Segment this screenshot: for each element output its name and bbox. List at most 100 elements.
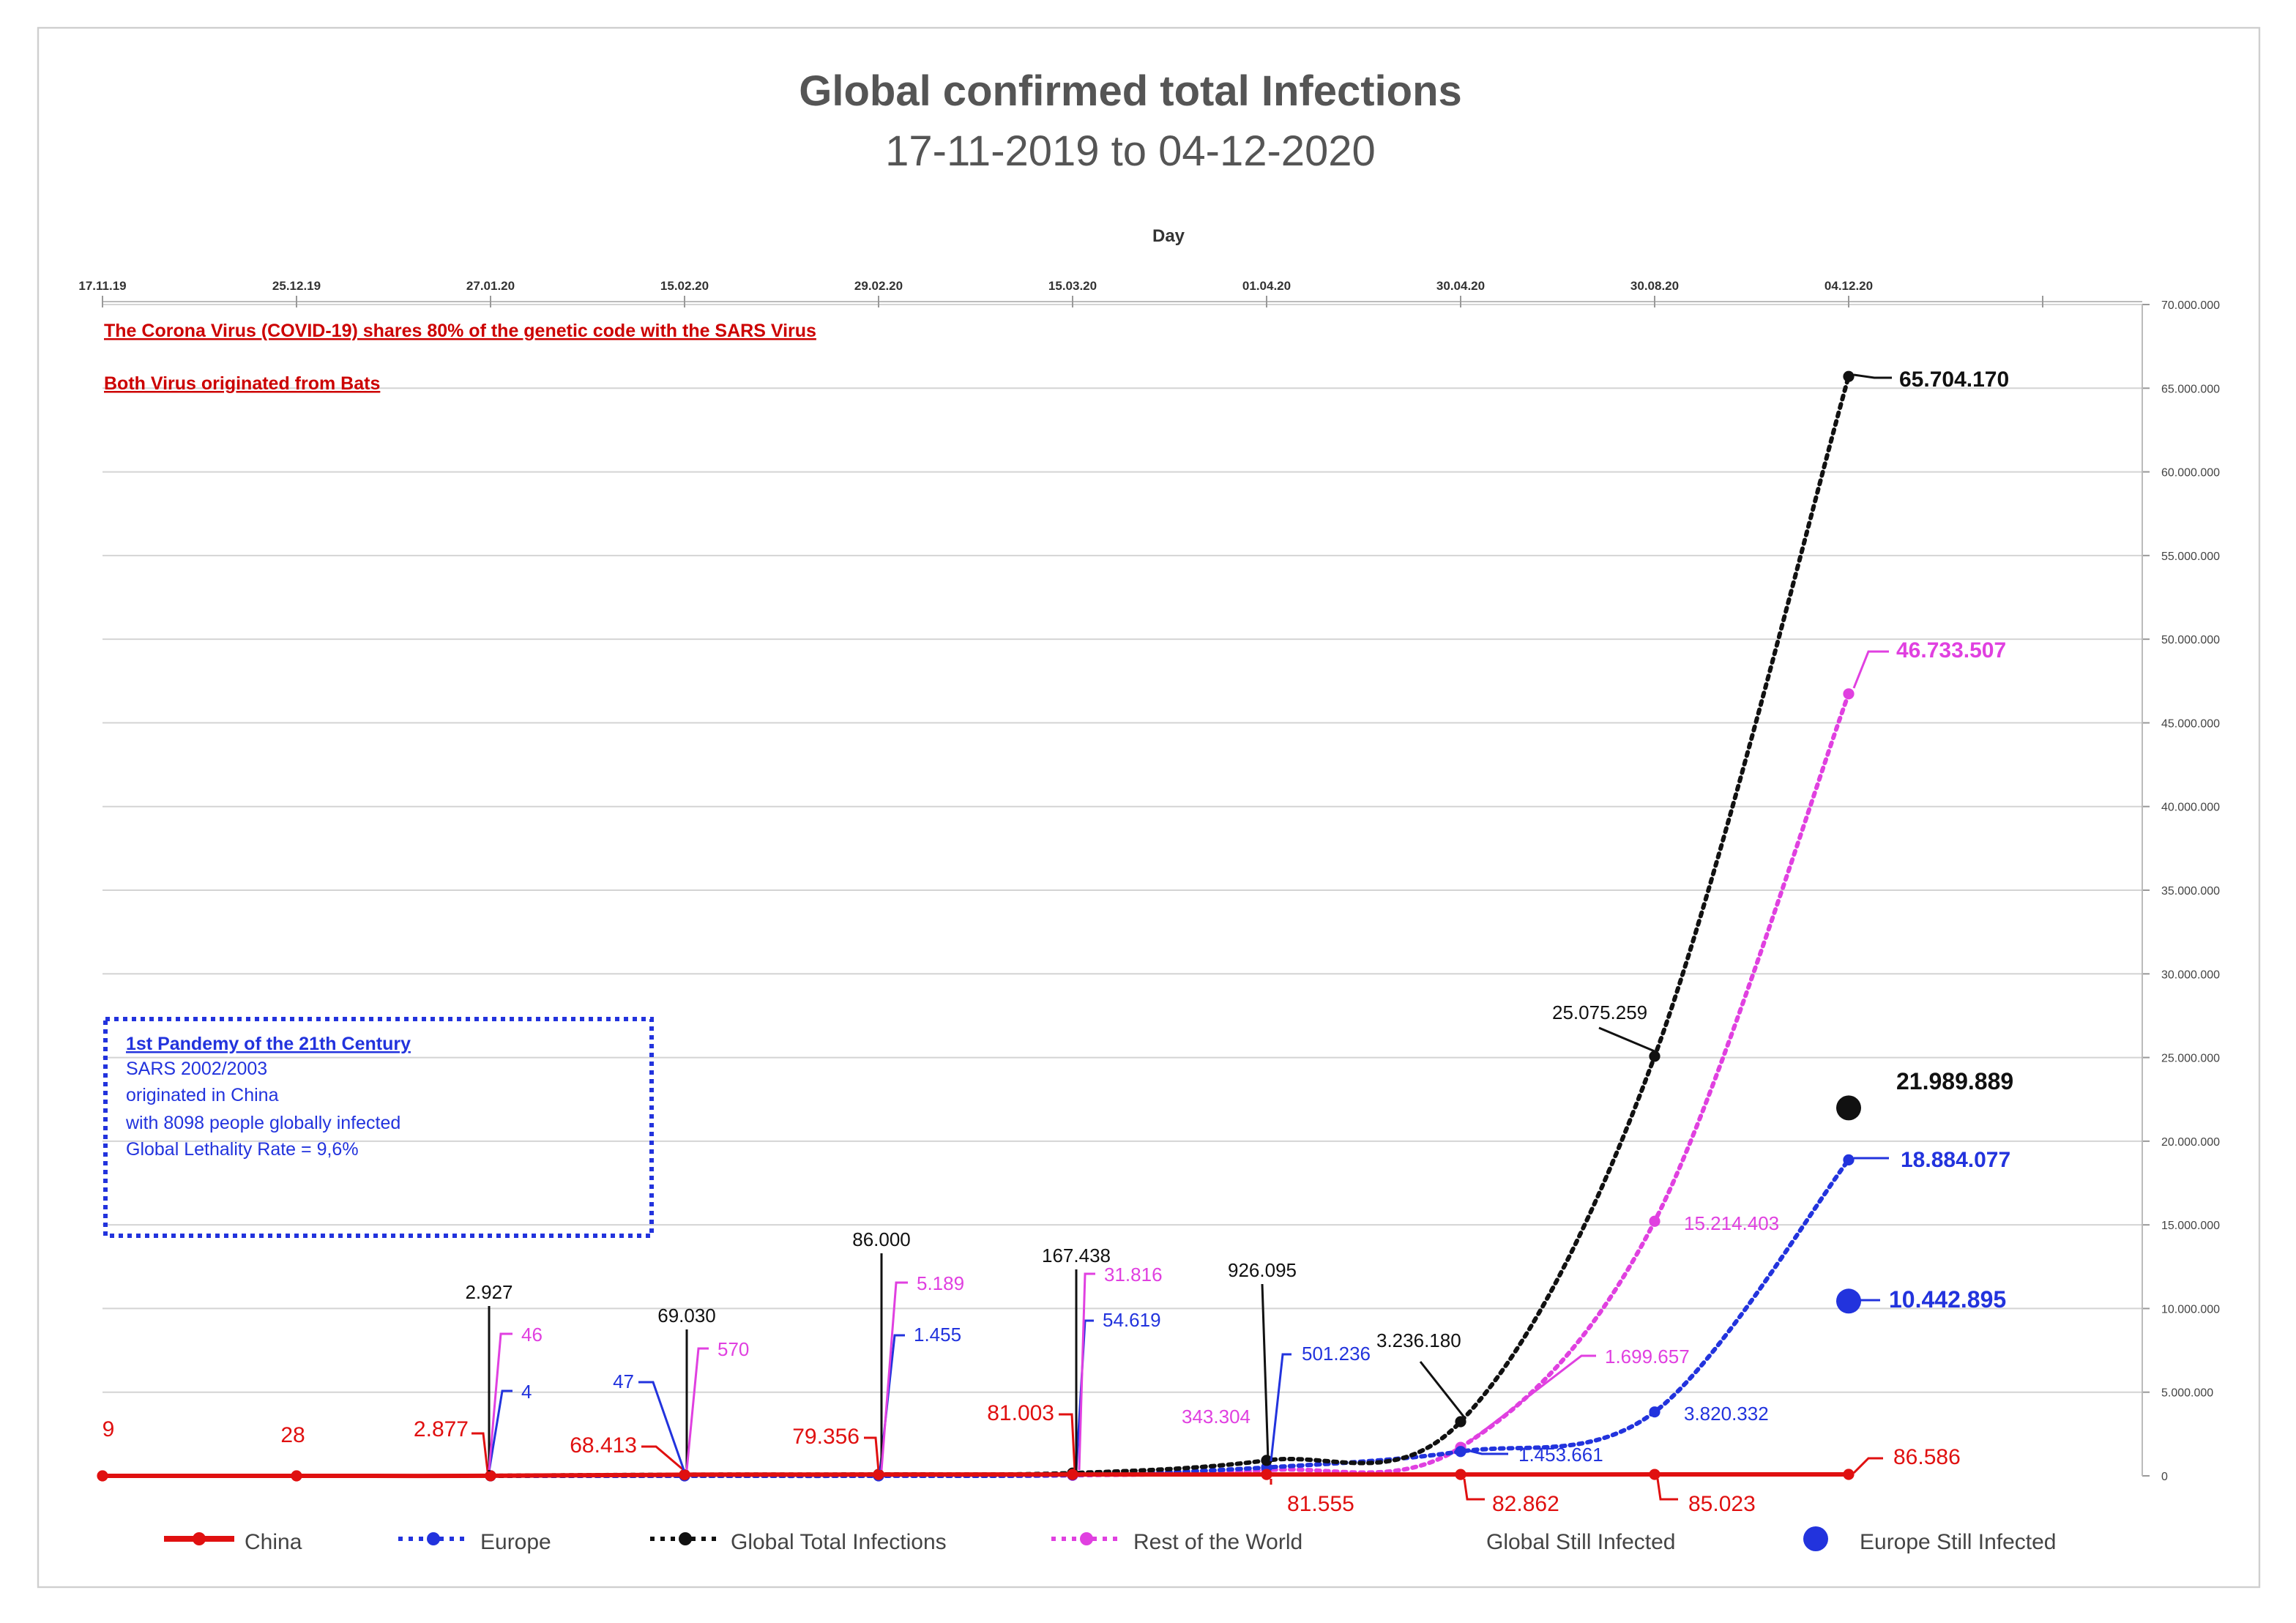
- data-label: 15.214.403: [1684, 1212, 1779, 1234]
- y-tick-label: 0: [2161, 1471, 2168, 1483]
- data-point: [1455, 1416, 1466, 1428]
- x-tick-label: 17.11.19: [78, 279, 126, 293]
- data-label: 85.023: [1688, 1492, 1756, 1516]
- x-tick-label: 30.04.20: [1436, 279, 1485, 293]
- sars-box-line-3: with 8098 people globally infected: [125, 1113, 400, 1133]
- leader-line: [1464, 1448, 1508, 1455]
- leader-line: [1270, 1353, 1292, 1462]
- legend-item-global-still-infected[interactable]: Global Still Infected: [1486, 1530, 1675, 1554]
- legend-item-europe-still-infected[interactable]: Europe Still Infected: [1803, 1526, 2057, 1554]
- legend-global-still-label: Global Still Infected: [1486, 1530, 1675, 1554]
- data-label: 570: [718, 1338, 749, 1360]
- x-tick-label: 25.12.19: [272, 279, 321, 293]
- data-label: 86.000: [852, 1228, 911, 1250]
- x-tick-label: 30.08.20: [1630, 279, 1679, 293]
- y-tick-label: 10.000.000: [2161, 1303, 2220, 1316]
- sars-info-box: 1st Pandemy of the 21th Century SARS 200…: [103, 1017, 654, 1238]
- data-label: 167.438: [1042, 1245, 1111, 1266]
- data-label: 3.236.180: [1376, 1329, 1461, 1351]
- data-label: 79.356: [792, 1425, 860, 1449]
- leader-line: [1853, 373, 1892, 379]
- leader-line: [1078, 1272, 1095, 1471]
- leader-line: [1419, 1361, 1466, 1418]
- data-label: 2.877: [414, 1417, 469, 1441]
- legend-item-europe[interactable]: Europe: [398, 1530, 551, 1554]
- data-point: [1455, 1469, 1466, 1480]
- data-label: 54.619: [1103, 1309, 1161, 1331]
- data-label: 81.555: [1287, 1492, 1354, 1516]
- legend-item-rest-of-world[interactable]: Rest of the World: [1051, 1530, 1302, 1554]
- sars-box-line-4: Global Lethality Rate = 9,6%: [126, 1139, 359, 1160]
- data-point: [1261, 1455, 1272, 1466]
- legend-global-marker: [679, 1532, 692, 1545]
- y-tick-label: 70.000.000: [2161, 299, 2220, 312]
- data-label: 82.862: [1492, 1492, 1559, 1516]
- sars-box-title: 1st Pandemy of the 21th Century: [126, 1034, 411, 1054]
- data-point: [1649, 1469, 1660, 1480]
- legend-rest-marker: [1080, 1532, 1093, 1545]
- sars-box-line-1: SARS 2002/2003: [126, 1059, 267, 1079]
- sars-box-line-2: originated in China: [126, 1085, 279, 1105]
- y-tick-label: 30.000.000: [2161, 969, 2220, 981]
- x-tick-label: 29.02.20: [854, 279, 903, 293]
- data-label: 1.455: [914, 1324, 961, 1346]
- gridlines: [102, 304, 2142, 1393]
- y-tick-label: 15.000.000: [2161, 1220, 2220, 1232]
- chart-subtitle: 17-11-2019 to 04-12-2020: [885, 127, 1376, 175]
- data-label: 68.413: [570, 1433, 637, 1458]
- leader-line: [488, 1389, 512, 1472]
- chart-title: Global confirmed total Infections: [799, 67, 1462, 115]
- data-point: [1843, 688, 1855, 700]
- leader-line: [864, 1436, 880, 1472]
- y-tick-label: 40.000.000: [2161, 802, 2220, 814]
- legend-europe-marker: [427, 1532, 440, 1545]
- data-label: 9: [102, 1417, 115, 1441]
- y-tick-label: 50.000.000: [2161, 634, 2220, 646]
- data-label: 46: [521, 1324, 543, 1346]
- x-tick-label: 04.12.20: [1824, 279, 1873, 293]
- data-label: 65.704.170: [1899, 367, 2009, 392]
- data-point: [1843, 370, 1855, 382]
- legend: China Europe Global Total Infections Res…: [164, 1526, 2057, 1554]
- data-point: [1843, 1469, 1855, 1480]
- leader-line: [638, 1381, 685, 1471]
- legend-item-global-total[interactable]: Global Total Infections: [650, 1530, 947, 1554]
- y-tick-label: 25.000.000: [2161, 1053, 2220, 1065]
- data-point: [1649, 1215, 1660, 1227]
- legend-rest-label: Rest of the World: [1133, 1530, 1302, 1554]
- y-tick-label: 55.000.000: [2161, 551, 2220, 563]
- note-origin-bats: Both Virus originated from Bats: [104, 373, 380, 394]
- x-tick-label: 15.03.20: [1048, 279, 1097, 293]
- x-tick-label: 15.02.20: [660, 279, 709, 293]
- leader-line: [1656, 1478, 1678, 1501]
- data-point: [485, 1470, 496, 1482]
- data-label: 47: [613, 1370, 634, 1392]
- data-point: [97, 1470, 108, 1482]
- data-label: 81.003: [987, 1401, 1054, 1425]
- data-label: 2.927: [465, 1281, 512, 1303]
- x-tick-label: 01.04.20: [1242, 279, 1291, 293]
- legend-item-china[interactable]: China: [164, 1530, 302, 1554]
- note-genetic-code: The Corona Virus (COVID-19) shares 80% o…: [104, 321, 816, 341]
- leader-line: [1852, 1457, 1883, 1474]
- y-tick-label: 20.000.000: [2161, 1136, 2220, 1149]
- legend-china-marker: [193, 1532, 206, 1545]
- data-point: [1649, 1406, 1660, 1418]
- data-label: 46.733.507: [1896, 638, 2006, 663]
- leader-line: [1075, 1319, 1094, 1471]
- data-labels: 9 28 2.877 68.413 79.356 81.003 81.555 82.862 85…: [102, 367, 2014, 1516]
- data-point: [291, 1470, 302, 1482]
- still-infected-marker: [1836, 1288, 1861, 1314]
- leader-line: [488, 1332, 512, 1471]
- y-tick-label: 35.000.000: [2161, 885, 2220, 898]
- data-label: 10.442.895: [1889, 1286, 2006, 1313]
- chart-frame: [37, 26, 2261, 1589]
- x-tick-label: 27.01.20: [466, 279, 515, 293]
- data-point: [873, 1469, 884, 1480]
- data-label: 25.075.259: [1552, 1001, 1647, 1023]
- data-label: 3.820.332: [1684, 1403, 1769, 1425]
- leader-line: [1059, 1413, 1076, 1472]
- leader-line: [641, 1445, 686, 1473]
- leader-line: [1598, 1026, 1655, 1053]
